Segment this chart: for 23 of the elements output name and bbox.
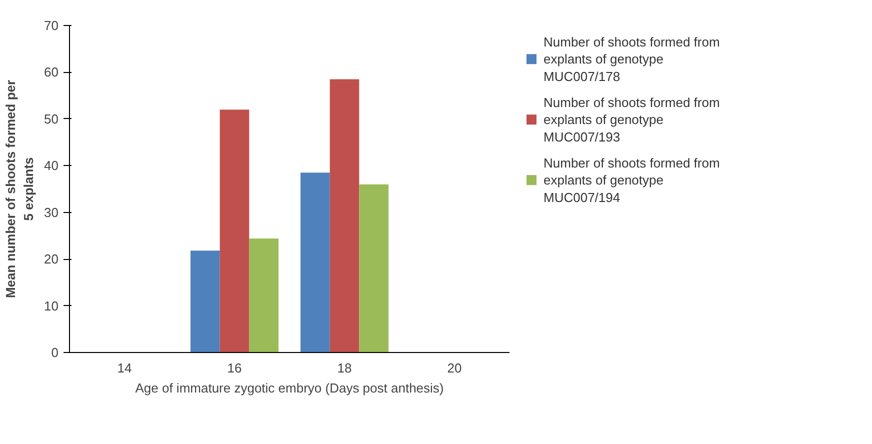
bar [249, 238, 278, 352]
y-tick-label: 20 [44, 252, 59, 267]
y-tick-label: 10 [44, 298, 59, 314]
x-tick-label: 14 [117, 360, 132, 376]
legend-label: Number of shoots formed from explants of genotype MUC007/178 [544, 34, 720, 84]
bar [359, 184, 388, 352]
y-tick-label: 50 [44, 111, 59, 126]
legend-label: Number of shoots formed from explants of genotype MUC007/194 [544, 155, 720, 205]
y-tick-label: 30 [44, 204, 59, 220]
y-axis-title: Mean number of shoots formed per 5 explants [3, 80, 36, 298]
bar [220, 110, 250, 352]
x-axis-title: Age of immature zygotic embryo (Days post anthesis) [135, 380, 444, 396]
x-tick-label: 20 [447, 360, 462, 376]
y-tick-label: 60 [44, 64, 59, 80]
bar [190, 250, 220, 352]
legend-label: Number of shoots formed from explants of genotype MUC007/193 [544, 94, 720, 144]
y-tick-label: 70 [44, 18, 59, 33]
bar [300, 172, 330, 352]
bar [330, 79, 360, 352]
x-tick-label: 16 [227, 360, 242, 376]
x-tick-label: 18 [337, 360, 352, 376]
y-tick-label: 0 [51, 345, 59, 360]
y-tick-label: 40 [44, 158, 59, 174]
